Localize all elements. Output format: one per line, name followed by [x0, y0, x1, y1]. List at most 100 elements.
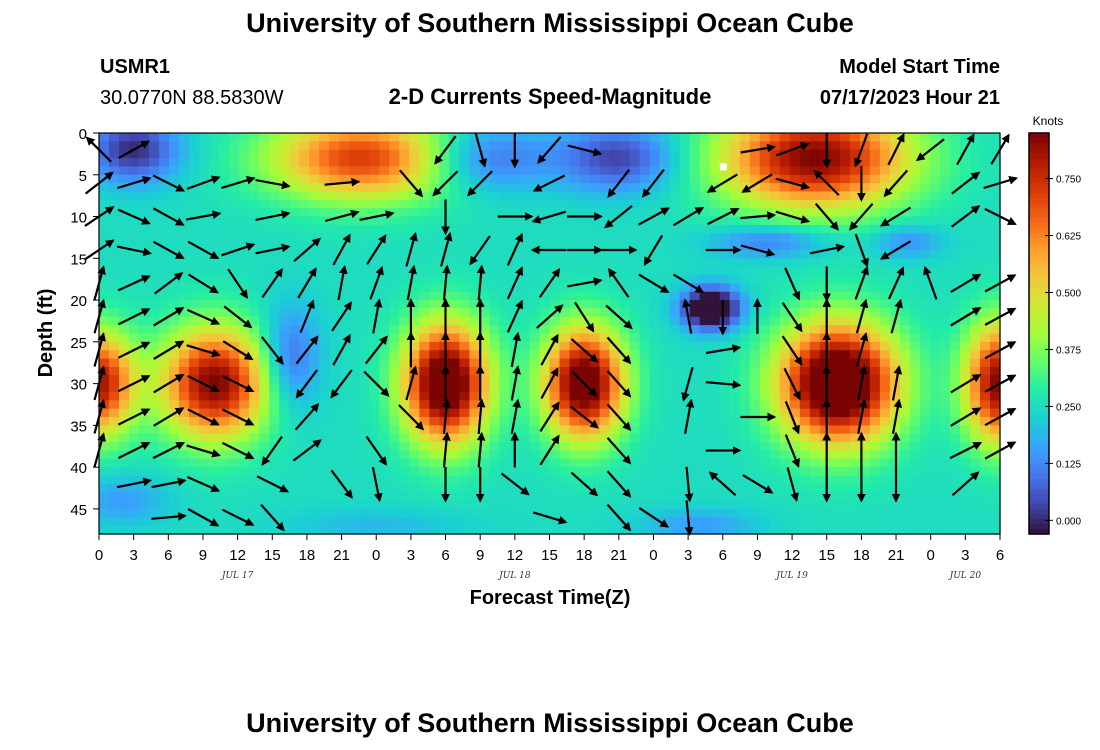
heatmap-cell — [219, 525, 230, 535]
heatmap-cell — [449, 224, 460, 234]
current-vector — [476, 264, 486, 301]
heatmap-cell — [509, 283, 521, 293]
heatmap-cell — [559, 508, 571, 518]
heatmap-cell — [169, 366, 180, 376]
heatmap-cell — [489, 233, 501, 243]
heatmap-cell — [709, 191, 721, 201]
heatmap-cell — [469, 483, 481, 493]
colorbar-swatch — [1029, 403, 1049, 410]
current-vector — [332, 233, 351, 266]
heatmap-cell — [449, 525, 460, 535]
heatmap-cell — [949, 400, 961, 410]
heatmap-cell — [839, 308, 851, 318]
heatmap-cell — [469, 400, 481, 410]
heatmap-cell — [989, 199, 1001, 209]
heatmap-cell — [899, 433, 911, 443]
current-vector — [684, 466, 694, 503]
heatmap-cell — [279, 224, 290, 234]
x-tick-label: 15 — [818, 547, 835, 564]
heatmap-cell — [519, 450, 531, 460]
heatmap-cell — [609, 391, 621, 401]
heatmap-cell — [309, 408, 320, 418]
heatmap-cell — [549, 408, 561, 418]
heatmap-cell — [539, 408, 551, 418]
heatmap-cell — [629, 183, 641, 193]
heatmap-cell — [199, 133, 210, 142]
current-vector — [883, 169, 909, 198]
heatmap-cell — [679, 183, 691, 193]
heatmap-cell — [639, 316, 651, 326]
current-vector — [707, 207, 740, 226]
heatmap-cell — [919, 350, 931, 360]
heatmap-cell — [289, 224, 300, 234]
heatmap-cell — [349, 525, 360, 535]
heatmap-cell — [369, 517, 380, 527]
heatmap-cell — [119, 333, 130, 343]
heatmap-cell — [489, 341, 501, 351]
heatmap-cell — [279, 216, 290, 226]
heatmap-cell — [489, 300, 501, 310]
heatmap-cell — [319, 325, 330, 335]
heatmap-cell — [419, 241, 430, 251]
heatmap-cell — [99, 508, 110, 518]
heatmap-cell — [699, 400, 711, 410]
heatmap-cell — [869, 166, 881, 176]
heatmap-cell — [879, 283, 891, 293]
heatmap-cell — [409, 199, 420, 209]
heatmap-cell — [689, 483, 701, 493]
heatmap-cell — [359, 316, 370, 326]
heatmap-cell — [159, 158, 170, 168]
heatmap-cell — [719, 366, 731, 376]
heatmap-cell — [319, 408, 330, 418]
x-tick-label: 0 — [649, 547, 657, 564]
heatmap-cell — [449, 174, 460, 184]
heatmap-cell — [979, 341, 991, 351]
heatmap-cell — [429, 258, 440, 268]
heatmap-cell — [829, 166, 841, 176]
heatmap-cell — [559, 133, 571, 142]
heatmap-cell — [289, 158, 300, 168]
heatmap-cell — [819, 492, 831, 502]
heatmap-cell — [899, 375, 911, 385]
current-vector — [117, 176, 152, 190]
heatmap-cell — [639, 450, 651, 460]
heatmap-cell — [589, 508, 601, 518]
heatmap-cell — [849, 266, 861, 276]
heatmap-cell — [589, 458, 601, 468]
heatmap-cell — [809, 183, 821, 193]
heatmap-cell — [779, 442, 791, 452]
heatmap-cell — [329, 275, 340, 284]
heatmap-cell — [269, 458, 280, 468]
colorbar-frame — [1028, 132, 1050, 535]
heatmap-cell — [619, 483, 631, 493]
heatmap-cell — [519, 383, 531, 393]
heatmap-cell — [329, 166, 340, 176]
heatmap-cell — [169, 517, 180, 527]
heatmap-cell — [939, 417, 951, 426]
heatmap-cell — [499, 525, 511, 535]
heatmap-cell — [459, 149, 471, 159]
heatmap-cell — [689, 275, 701, 284]
heatmap-cell — [409, 174, 420, 184]
heatmap-cell — [939, 433, 951, 443]
heatmap-cell — [289, 141, 300, 151]
heatmap-cell — [339, 166, 350, 176]
heatmap-cell — [769, 475, 781, 485]
heatmap-cell — [519, 275, 531, 284]
heatmap-cell — [729, 508, 741, 518]
heatmap-cell — [859, 467, 871, 477]
heatmap-cell — [269, 258, 280, 268]
heatmap-cell — [289, 425, 300, 435]
heatmap-cell — [359, 266, 370, 276]
heatmap-cell — [569, 433, 581, 443]
heatmap-cell — [589, 433, 601, 443]
heatmap-cell — [749, 483, 761, 493]
heatmap-cell — [179, 525, 190, 535]
heatmap-cell — [609, 483, 621, 493]
heatmap-cell — [749, 383, 761, 393]
heatmap-cell — [909, 475, 921, 485]
heatmap-cell — [579, 525, 591, 535]
current-vector — [706, 173, 738, 193]
heatmap-cell — [289, 266, 300, 276]
